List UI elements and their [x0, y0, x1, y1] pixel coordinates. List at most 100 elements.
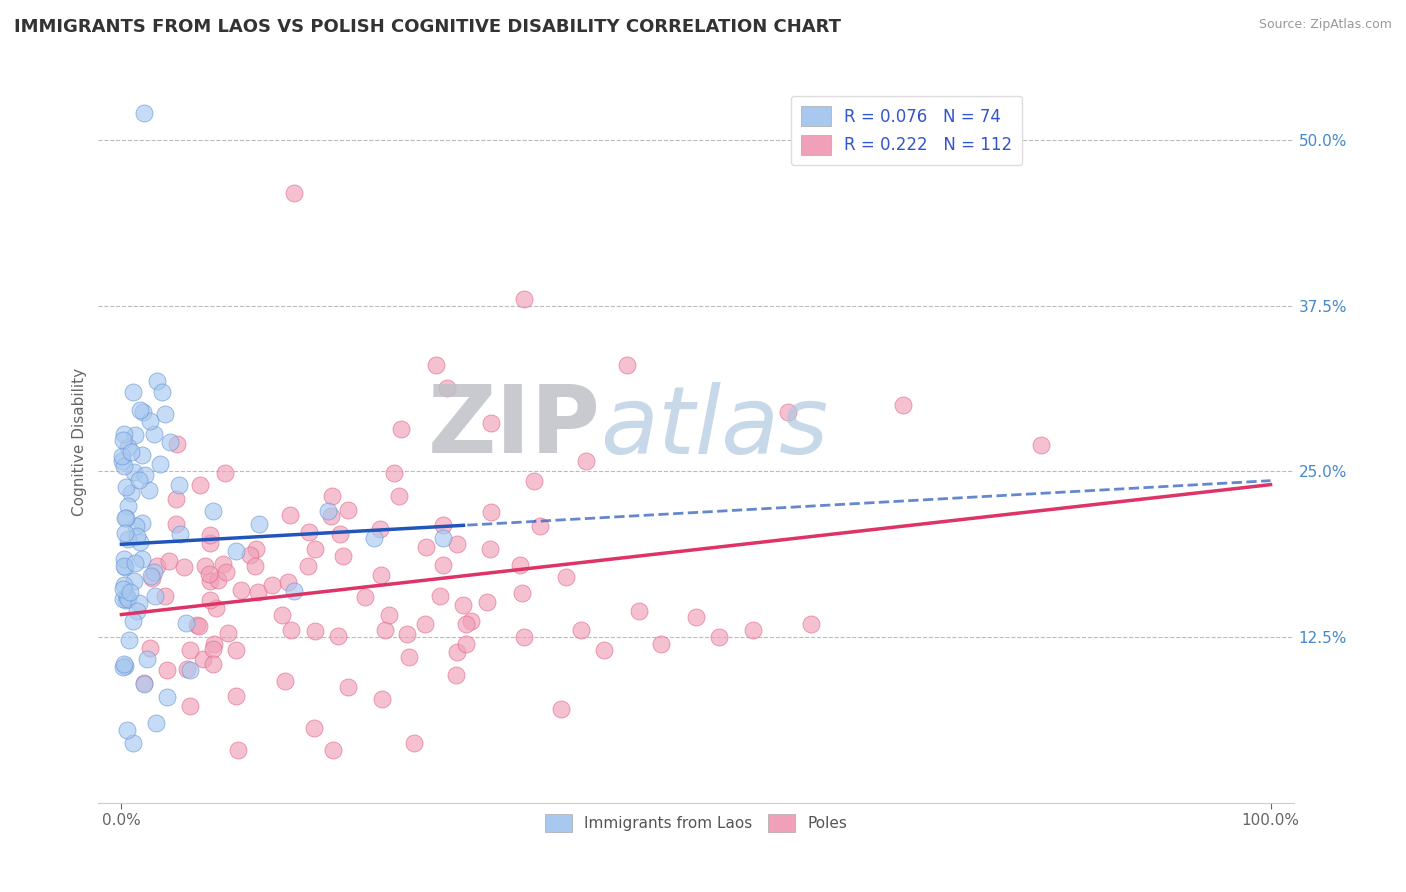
Point: [150, 384, 173, 399]
Point: [112, 552, 135, 566]
Point: [186, 618, 208, 632]
Text: IMMIGRANTS FROM LAOS VS POLISH COGNITIVE DISABILITY CORRELATION CHART: IMMIGRANTS FROM LAOS VS POLISH COGNITIVE…: [14, 18, 841, 36]
Point: [432, 558, 454, 573]
Point: [304, 624, 326, 639]
Point: [202, 504, 225, 518]
Point: [129, 402, 152, 417]
Point: [167, 477, 190, 491]
Point: [478, 541, 501, 556]
Point: [627, 603, 650, 617]
Point: [153, 407, 176, 421]
Point: [111, 453, 134, 467]
Point: [225, 544, 247, 558]
Point: [132, 405, 155, 419]
Point: [112, 592, 135, 607]
Point: [304, 541, 326, 556]
Point: [891, 398, 914, 412]
Point: [112, 660, 135, 674]
Point: [127, 529, 149, 543]
Point: [278, 508, 301, 522]
Point: [153, 589, 176, 603]
Point: [135, 652, 157, 666]
Point: [122, 574, 145, 588]
Point: [112, 426, 135, 441]
Point: [112, 458, 135, 473]
Point: [134, 467, 156, 482]
Point: [174, 615, 197, 630]
Point: [460, 614, 482, 628]
Point: [138, 483, 160, 497]
Point: [226, 743, 249, 757]
Point: [179, 698, 201, 713]
Point: [188, 619, 211, 633]
Point: [131, 552, 153, 566]
Point: [509, 558, 531, 572]
Point: [165, 516, 187, 531]
Y-axis label: Cognitive Disability: Cognitive Disability: [72, 368, 87, 516]
Point: [593, 643, 616, 657]
Point: [117, 499, 139, 513]
Point: [134, 106, 156, 120]
Point: [159, 435, 181, 450]
Point: [1029, 438, 1052, 452]
Point: [141, 571, 163, 585]
Point: [436, 381, 458, 395]
Point: [145, 374, 167, 388]
Point: [277, 574, 299, 589]
Point: [111, 450, 134, 464]
Point: [115, 592, 138, 607]
Point: [326, 629, 349, 643]
Point: [117, 591, 139, 606]
Point: [283, 583, 305, 598]
Point: [179, 643, 201, 657]
Point: [429, 590, 451, 604]
Point: [332, 549, 354, 563]
Point: [142, 426, 165, 441]
Point: [112, 577, 135, 591]
Point: [389, 422, 412, 436]
Point: [302, 721, 325, 735]
Point: [149, 457, 172, 471]
Point: [374, 623, 396, 637]
Point: [322, 743, 344, 757]
Point: [143, 590, 166, 604]
Point: [316, 504, 339, 518]
Point: [404, 736, 426, 750]
Point: [321, 489, 343, 503]
Point: [134, 677, 156, 691]
Point: [122, 736, 145, 750]
Point: [120, 584, 142, 599]
Point: [454, 617, 477, 632]
Point: [274, 673, 297, 688]
Point: [122, 384, 145, 399]
Point: [111, 433, 134, 447]
Point: [207, 573, 229, 587]
Point: [205, 601, 228, 615]
Point: [283, 186, 305, 200]
Point: [229, 582, 252, 597]
Point: [117, 532, 139, 546]
Point: [444, 668, 467, 682]
Point: [415, 540, 437, 554]
Point: [200, 536, 222, 550]
Point: [134, 676, 156, 690]
Point: [451, 598, 474, 612]
Point: [198, 574, 221, 588]
Point: [396, 627, 419, 641]
Point: [198, 528, 221, 542]
Text: ZIP: ZIP: [427, 381, 600, 473]
Point: [114, 657, 136, 671]
Point: [370, 568, 392, 582]
Point: [166, 437, 188, 451]
Point: [432, 531, 454, 545]
Point: [114, 659, 136, 673]
Point: [370, 691, 392, 706]
Point: [176, 662, 198, 676]
Point: [165, 492, 187, 507]
Point: [139, 568, 162, 582]
Point: [157, 554, 180, 568]
Legend: Immigrants from Laos, Poles: Immigrants from Laos, Poles: [538, 807, 853, 838]
Point: [191, 652, 214, 666]
Text: atlas: atlas: [600, 382, 828, 473]
Point: [446, 537, 468, 551]
